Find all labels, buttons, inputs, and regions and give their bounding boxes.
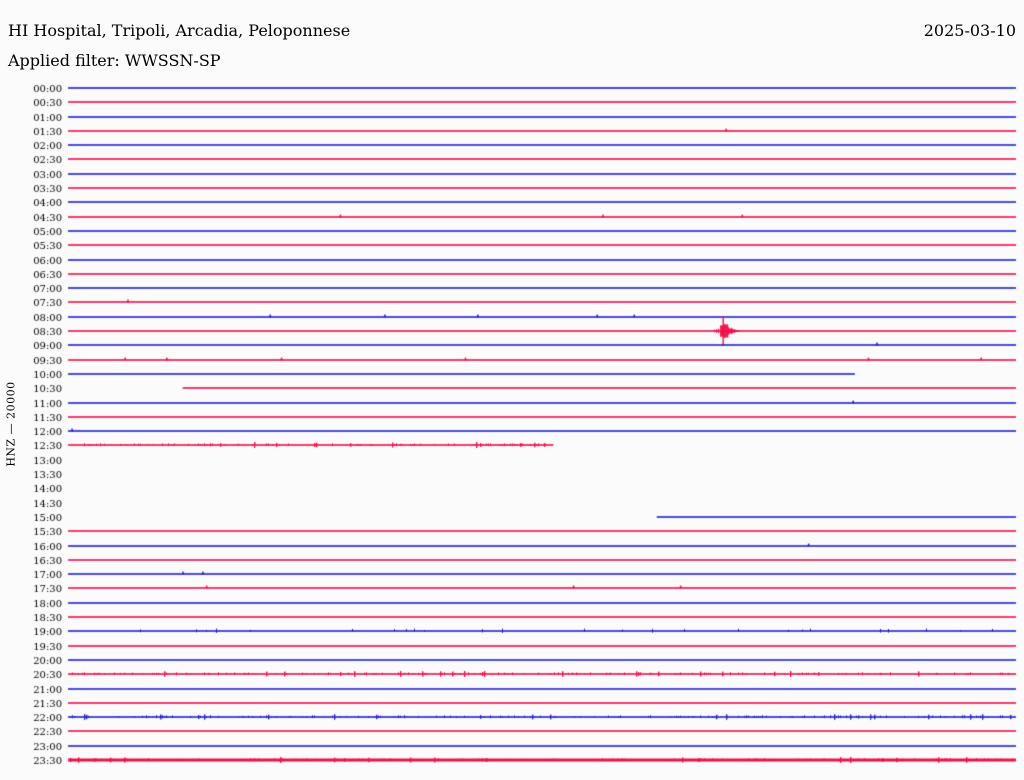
helicorder-page: HI Hospital, Tripoli, Arcadia, Peloponne… xyxy=(0,0,1024,780)
helicorder-canvas xyxy=(0,0,1024,780)
